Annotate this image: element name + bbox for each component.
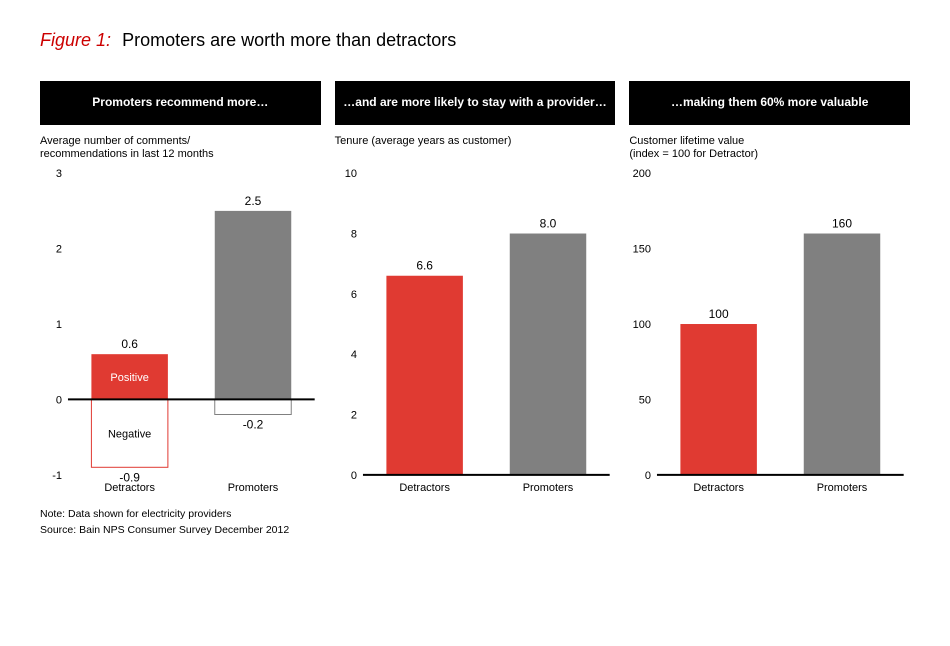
- panel-3: …making them 60% more valuable Customer …: [629, 81, 910, 497]
- svg-text:Promoters: Promoters: [817, 481, 868, 493]
- svg-text:2: 2: [56, 243, 62, 255]
- svg-text:6: 6: [351, 288, 357, 300]
- svg-text:Negative: Negative: [108, 428, 151, 440]
- panel-2-subtitle: Tenure (average years as customer): [335, 135, 616, 163]
- panel-3-chart: 0 50 100 150 200 100 Detractors 160 Promoters: [629, 167, 910, 497]
- svg-text:0: 0: [645, 469, 651, 481]
- panel-1-subtitle: Average number of comments/recommendatio…: [40, 135, 321, 163]
- svg-text:Promoters: Promoters: [228, 481, 279, 493]
- svg-text:Detractors: Detractors: [399, 481, 450, 493]
- panel-2: …and are more likely to stay with a prov…: [335, 81, 616, 497]
- svg-text:6.6: 6.6: [416, 258, 433, 272]
- figure-label: Figure 1:: [40, 30, 111, 50]
- panels-row: Promoters recommend more… Average number…: [40, 81, 910, 497]
- note-text: Note: Data shown for electricity provide…: [40, 507, 910, 522]
- source-text: Source: Bain NPS Consumer Survey Decembe…: [40, 523, 910, 538]
- svg-text:8.0: 8.0: [539, 216, 556, 230]
- svg-text:0: 0: [351, 469, 357, 481]
- svg-text:4: 4: [351, 349, 357, 361]
- svg-text:160: 160: [832, 216, 852, 230]
- svg-text:150: 150: [633, 243, 651, 255]
- panel-1: Promoters recommend more… Average number…: [40, 81, 321, 497]
- panel-3-header: …making them 60% more valuable: [629, 81, 910, 125]
- svg-text:50: 50: [639, 394, 651, 406]
- figure-title: Figure 1: Promoters are worth more than …: [40, 30, 910, 51]
- svg-text:1: 1: [56, 319, 62, 331]
- svg-text:100: 100: [633, 319, 651, 331]
- panel-1-chart: -101230.6Positive-0.9NegativeDetractors2…: [40, 167, 321, 497]
- panel-1-header: Promoters recommend more…: [40, 81, 321, 125]
- svg-text:Detractors: Detractors: [104, 481, 155, 493]
- panel-2-chart: 0 2 4 6 8 10 6.6 Detractors 8.0 Promoters: [335, 167, 616, 497]
- svg-text:0.6: 0.6: [121, 337, 138, 351]
- svg-text:8: 8: [351, 228, 357, 240]
- svg-text:Detractors: Detractors: [694, 481, 745, 493]
- svg-text:3: 3: [56, 168, 62, 180]
- figure-title-text: Promoters are worth more than detractors: [122, 30, 456, 50]
- panel-3-subtitle: Customer lifetime value(index = 100 for …: [629, 135, 910, 163]
- svg-text:Positive: Positive: [110, 371, 148, 383]
- svg-text:0: 0: [56, 394, 62, 406]
- svg-text:Promoters: Promoters: [522, 481, 573, 493]
- panel-2-header: …and are more likely to stay with a prov…: [335, 81, 616, 125]
- svg-text:-1: -1: [52, 469, 62, 481]
- svg-text:-0.2: -0.2: [243, 417, 264, 431]
- svg-text:200: 200: [633, 168, 651, 180]
- svg-text:2: 2: [351, 409, 357, 421]
- svg-text:100: 100: [709, 307, 729, 321]
- svg-text:2.5: 2.5: [245, 193, 262, 207]
- svg-text:10: 10: [344, 168, 356, 180]
